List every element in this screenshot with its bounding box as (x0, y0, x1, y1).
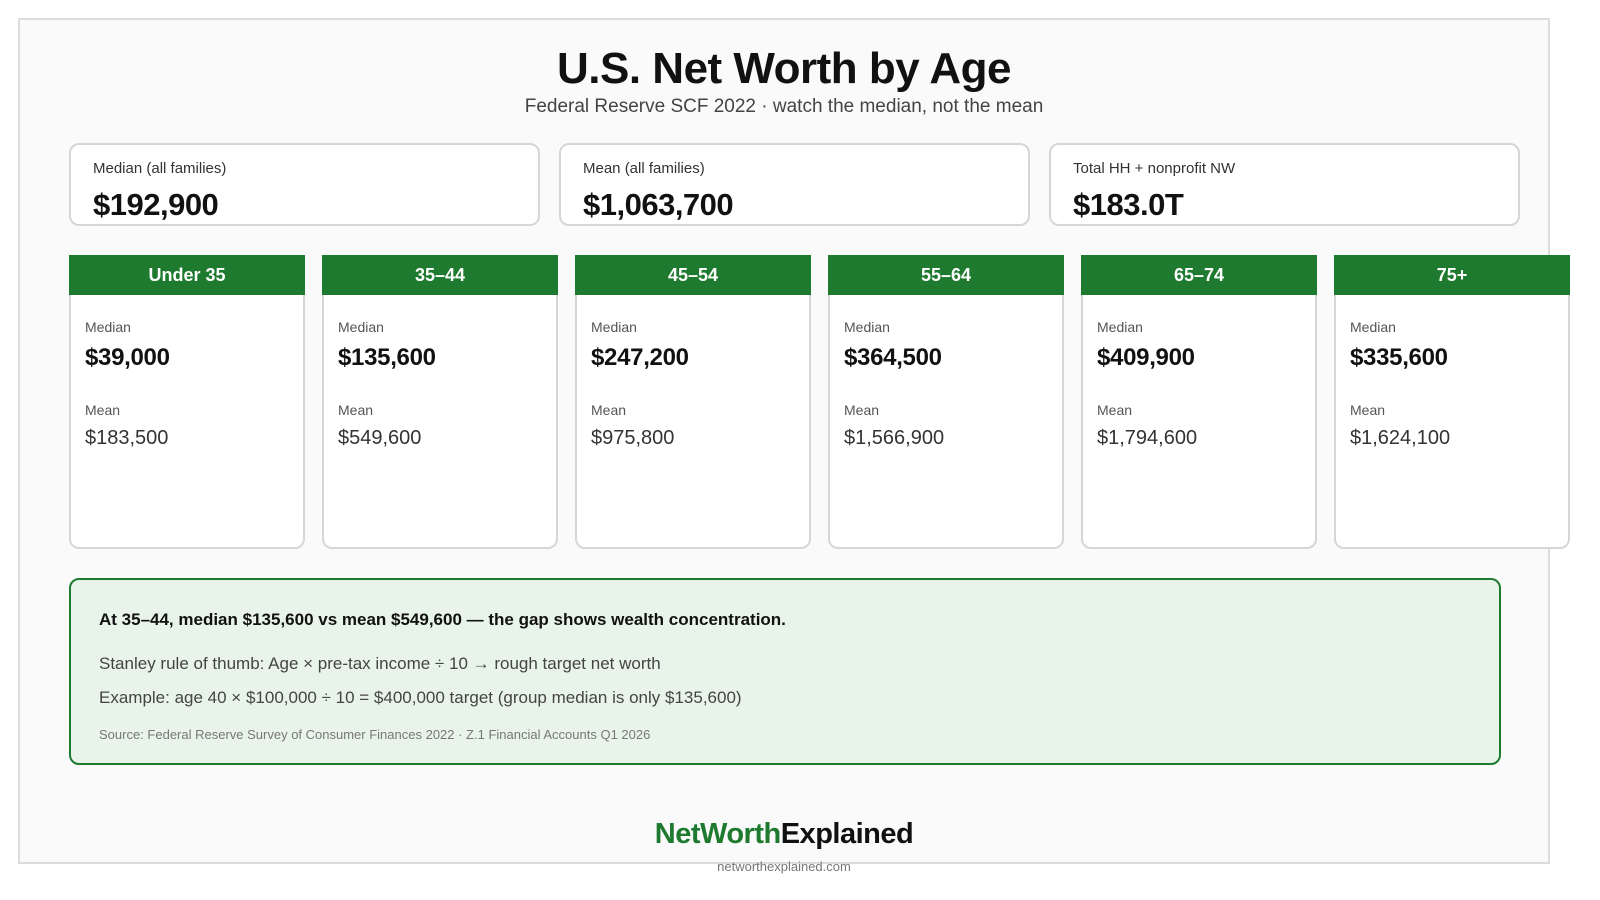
mean-value: $975,800 (591, 427, 675, 449)
page-subtitle: Federal Reserve SCF 2022 · watch the med… (524, 96, 1044, 117)
kpi-value: $192,900 (93, 187, 219, 222)
mean-label: Mean (844, 402, 880, 418)
mean-value: $1,566,900 (844, 427, 945, 449)
median-value: $364,500 (844, 344, 942, 371)
age-card-header: Under 35 (69, 255, 305, 295)
mean-value: $1,794,600 (1097, 427, 1198, 449)
callout-example: Example: age 40 × $100,000 ÷ 10 = $400,0… (99, 688, 742, 707)
median-label: Median (85, 319, 131, 335)
median-value: $135,600 (338, 344, 436, 371)
kpi-label: Mean (all families) (583, 160, 705, 177)
kpi-card-mean: Mean (all families) $1,063,700 (559, 143, 1030, 226)
kpi-label: Total HH + nonprofit NW (1073, 160, 1236, 177)
median-label: Median (338, 319, 384, 335)
median-label: Median (844, 319, 890, 335)
age-card-header: 45–54 (575, 255, 811, 295)
insight-callout: At 35–44, median $135,600 vs mean $549,6… (69, 578, 1501, 765)
median-label: Median (1350, 319, 1396, 335)
age-card-45-54: 45–54 Median $247,200 Mean $975,800 (575, 255, 811, 549)
median-value: $409,900 (1097, 344, 1195, 371)
median-value: $39,000 (85, 344, 170, 371)
brand-logo-green: NetWorth (654, 818, 781, 850)
kpi-card-total: Total HH + nonprofit NW $183.0T (1049, 143, 1520, 226)
mean-label: Mean (338, 402, 374, 418)
median-label: Median (1097, 319, 1143, 335)
mean-label: Mean (591, 402, 627, 418)
kpi-card-median: Median (all families) $192,900 (69, 143, 540, 226)
age-card-header: 65–74 (1081, 255, 1317, 295)
age-card-35-44: 35–44 Median $135,600 Mean $549,600 (322, 255, 558, 549)
median-value: $247,200 (591, 344, 689, 371)
callout-source: Source: Federal Reserve Survey of Consum… (99, 727, 651, 742)
age-card-55-64: 55–64 Median $364,500 Mean $1,566,900 (828, 255, 1064, 549)
median-label: Median (591, 319, 637, 335)
mean-value: $549,600 (338, 427, 422, 449)
age-card-65-74: 65–74 Median $409,900 Mean $1,794,600 (1081, 255, 1317, 549)
median-value: $335,600 (1350, 344, 1448, 371)
mean-label: Mean (1350, 402, 1386, 418)
age-card-header: 55–64 (828, 255, 1064, 295)
brand-logo: NetWorthExplained (0, 818, 1568, 851)
kpi-value: $1,063,700 (583, 187, 734, 222)
kpi-label: Median (all families) (93, 160, 227, 177)
age-card-header: 35–44 (322, 255, 558, 295)
age-card-75-plus: 75+ Median $335,600 Mean $1,624,100 (1334, 255, 1570, 549)
age-card-under-35: Under 35 Median $39,000 Mean $183,500 (69, 255, 305, 549)
brand-logo-dark: Explained (780, 818, 914, 850)
mean-label: Mean (1097, 402, 1133, 418)
page-title: U.S. Net Worth by Age (557, 44, 1011, 93)
callout-headline: At 35–44, median $135,600 vs mean $549,6… (99, 610, 786, 629)
kpi-value: $183.0T (1073, 187, 1184, 222)
footer-domain: networthexplained.com (717, 859, 851, 874)
mean-label: Mean (85, 402, 121, 418)
callout-rule-of-thumb: Stanley rule of thumb: Age × pre-tax inc… (99, 654, 661, 673)
mean-value: $183,500 (85, 427, 169, 449)
age-card-header: 75+ (1334, 255, 1570, 295)
mean-value: $1,624,100 (1350, 427, 1451, 449)
